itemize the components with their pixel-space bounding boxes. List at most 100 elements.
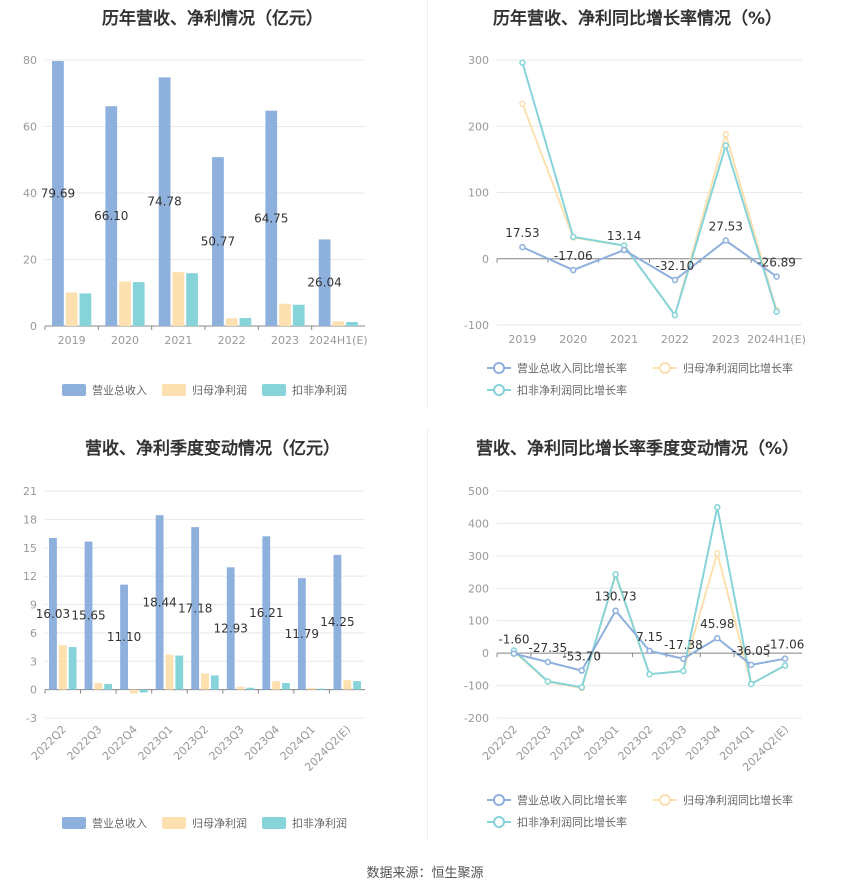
chart-title: 营收、净利季度变动情况（亿元） xyxy=(85,439,340,459)
data-point xyxy=(544,678,552,685)
legend-swatch xyxy=(62,817,86,829)
legend-label: 营业总收入同比增长率 xyxy=(517,793,627,807)
chart-title: 历年营收、净利同比增长率情况（%） xyxy=(492,9,783,29)
y-tick-label: 100 xyxy=(468,187,489,200)
data-point xyxy=(781,655,789,662)
legend-swatch xyxy=(262,384,286,396)
y-tick-label: 12 xyxy=(23,570,37,583)
y-tick-label: -100 xyxy=(464,680,489,693)
bar xyxy=(246,687,255,690)
data-source: 数据来源：恒生聚源 xyxy=(366,866,484,881)
bar xyxy=(265,110,278,326)
legend-label: 扣非净利润同比增长率 xyxy=(517,383,627,397)
data-label: 74.78 xyxy=(147,195,181,209)
y-tick-label: 300 xyxy=(468,54,489,67)
data-label: 17.53 xyxy=(505,226,539,240)
data-point xyxy=(773,308,780,315)
x-tick-label: 2023Q2 xyxy=(616,723,656,763)
data-label: 64.75 xyxy=(254,211,288,225)
x-tick-label: 2022Q3 xyxy=(64,723,104,763)
bar xyxy=(317,688,326,690)
bar xyxy=(307,687,316,690)
chart-title: 历年营收、净利情况（亿元） xyxy=(102,9,323,29)
data-point xyxy=(620,246,628,254)
data-point xyxy=(722,130,729,138)
y-tick-label: 200 xyxy=(468,120,489,133)
data-point xyxy=(646,670,653,678)
data-label: 45.98 xyxy=(700,617,734,631)
data-point xyxy=(671,311,679,319)
legend-label: 归母净利润 xyxy=(192,816,247,830)
legend-marker xyxy=(659,794,671,806)
bar xyxy=(353,681,361,690)
bar xyxy=(158,77,171,326)
chart-title: 营收、净利同比增长率季度变动情况（%） xyxy=(475,439,800,459)
data-label: 66.10 xyxy=(94,209,128,223)
data-label: 13.14 xyxy=(607,229,641,243)
y-tick-label: 15 xyxy=(23,542,37,555)
x-tick-label: 2023Q4 xyxy=(242,723,282,763)
bar xyxy=(282,683,290,690)
y-tick-label: 18 xyxy=(23,513,37,526)
data-point xyxy=(510,650,518,657)
bar xyxy=(104,683,113,690)
legend-label: 营业总收入同比增长率 xyxy=(517,361,627,375)
x-tick-label: 2024H1(E) xyxy=(747,333,806,346)
data-point xyxy=(680,667,687,675)
bar xyxy=(346,322,358,326)
legend-label: 归母净利润同比增长率 xyxy=(683,793,793,807)
y-tick-label: 0 xyxy=(482,253,489,266)
data-label: -53.70 xyxy=(562,650,601,664)
data-point xyxy=(781,662,789,669)
data-label: 15.65 xyxy=(71,609,105,623)
data-label: 11.10 xyxy=(107,630,141,644)
data-point xyxy=(722,237,729,244)
y-tick-label: 6 xyxy=(30,627,37,640)
y-tick-label: 9 xyxy=(30,599,37,612)
x-tick-label: 2023 xyxy=(712,333,740,346)
data-label: 27.53 xyxy=(709,220,743,234)
legend-swatch xyxy=(162,384,186,396)
bar xyxy=(129,689,138,694)
bar xyxy=(212,157,224,326)
x-tick-label: 2022Q4 xyxy=(100,723,140,763)
data-point xyxy=(773,273,780,280)
data-label: 18.44 xyxy=(142,595,176,609)
data-label: 16.21 xyxy=(249,606,283,620)
bar xyxy=(262,536,271,690)
bar xyxy=(155,515,164,690)
data-label: 79.69 xyxy=(41,187,75,201)
data-point xyxy=(578,683,585,691)
y-tick-label: 100 xyxy=(468,615,489,628)
quarterly-growth-panel: 营收、净利同比增长率季度变动情况（%） -200 -100 0 100 200 300 40… xyxy=(425,428,850,848)
data-point xyxy=(671,276,679,284)
bar xyxy=(105,106,118,326)
x-tick-label: 2019 xyxy=(508,333,536,346)
y-tick-label: 0 xyxy=(30,684,37,697)
bar xyxy=(292,304,305,326)
bar xyxy=(58,645,67,690)
data-point xyxy=(578,667,585,674)
bar xyxy=(120,584,128,690)
x-tick-label: 2023Q3 xyxy=(649,723,689,763)
legend-marker xyxy=(493,384,505,396)
data-label: -26.89 xyxy=(757,256,796,270)
x-tick-label: 2023 xyxy=(271,334,299,347)
legend-label: 营业总收入 xyxy=(92,816,147,830)
x-tick-label: 2021 xyxy=(610,333,638,346)
bar xyxy=(318,239,331,326)
x-tick-label: 2023Q2 xyxy=(171,723,211,763)
annual-bar-panel: 历年营收、净利情况（亿元） 0 20 40 60 80 2019 2020 2021 2022 2… xyxy=(0,0,425,410)
data-point xyxy=(544,658,552,666)
data-label: -27.35 xyxy=(528,641,567,655)
legend-label: 归母净利润同比增长率 xyxy=(683,361,793,375)
data-label: -1.60 xyxy=(498,633,529,647)
bar xyxy=(139,689,148,693)
bar xyxy=(84,541,93,690)
y-tick-label: 500 xyxy=(468,485,489,498)
bar xyxy=(272,681,281,690)
legend-swatch xyxy=(62,384,86,396)
legend-marker xyxy=(659,362,671,374)
data-label: -17.38 xyxy=(664,638,703,652)
data-label: 14.25 xyxy=(320,615,354,629)
